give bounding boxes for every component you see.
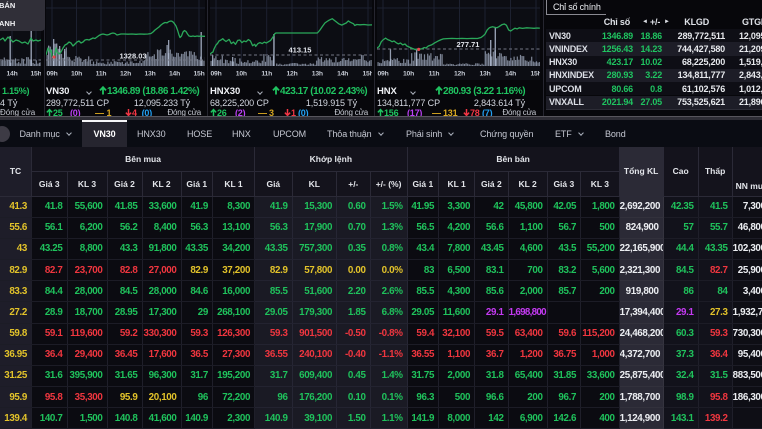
- svg-text:15h: 15h: [30, 71, 41, 78]
- svg-text:09h: 09h: [377, 71, 388, 78]
- svg-text:12h: 12h: [120, 71, 131, 78]
- svg-text:11h: 11h: [429, 71, 440, 78]
- svg-text:11h: 11h: [96, 71, 107, 78]
- svg-text:10h: 10h: [236, 71, 247, 78]
- svg-text:11h: 11h: [261, 71, 272, 78]
- svg-text:15h: 15h: [193, 71, 204, 78]
- svg-text:1328.03: 1328.03: [119, 52, 146, 61]
- svg-text:14h: 14h: [169, 71, 180, 78]
- svg-text:14h: 14h: [337, 71, 348, 78]
- svg-text:13h: 13h: [312, 71, 323, 78]
- svg-text:15h: 15h: [362, 71, 372, 78]
- svg-text:09h: 09h: [46, 71, 57, 78]
- svg-text:10h: 10h: [403, 71, 414, 78]
- svg-text:277.71: 277.71: [457, 40, 480, 49]
- svg-text:15h: 15h: [530, 71, 540, 78]
- svg-text:14h: 14h: [6, 71, 17, 78]
- svg-text:14h: 14h: [505, 71, 516, 78]
- svg-text:09h: 09h: [210, 71, 221, 78]
- svg-text:12h: 12h: [454, 71, 465, 78]
- svg-text:13h: 13h: [144, 71, 155, 78]
- svg-text:12h: 12h: [286, 71, 297, 78]
- svg-text:13h: 13h: [479, 71, 490, 78]
- svg-text:10h: 10h: [71, 71, 82, 78]
- svg-text:413.15: 413.15: [289, 46, 312, 55]
